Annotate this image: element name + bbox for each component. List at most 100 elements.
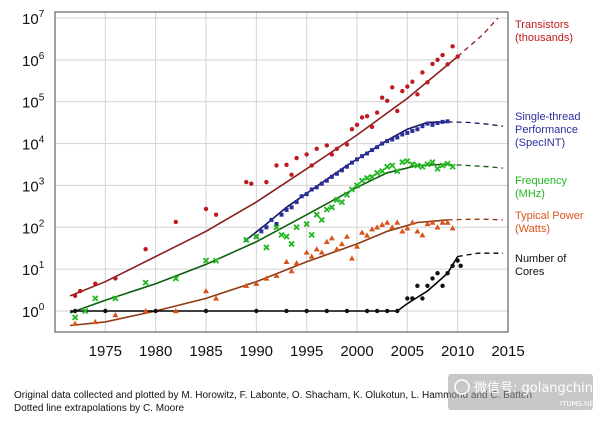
data-point <box>288 268 295 274</box>
data-point <box>333 196 341 204</box>
series-labels: Transistors(thousands) Single-threadPerfo… <box>515 19 584 278</box>
data-point <box>429 219 436 225</box>
data-point <box>349 160 354 165</box>
data-point <box>279 212 284 217</box>
data-point <box>113 276 118 281</box>
series-label: (SpecINT) <box>515 137 565 149</box>
data-point <box>243 236 250 244</box>
data-point <box>455 54 460 59</box>
data-point <box>363 174 371 182</box>
data-point <box>299 194 304 199</box>
data-point <box>359 229 366 235</box>
data-point <box>284 162 289 168</box>
x-tick-label: 2010 <box>441 343 474 360</box>
data-point <box>273 272 280 278</box>
extrapolation-line <box>447 218 504 221</box>
data-point <box>72 308 78 314</box>
data-point <box>324 143 329 148</box>
data-point <box>309 187 314 192</box>
data-point <box>444 219 451 225</box>
data-point <box>384 219 391 225</box>
data-point <box>375 145 380 150</box>
data-point <box>374 110 380 115</box>
data-point <box>355 157 359 162</box>
data-point <box>269 217 274 222</box>
data-point <box>380 141 385 146</box>
footnote-line-2: Dotted line extrapolations by C. Moore <box>14 403 185 414</box>
data-point <box>308 253 315 259</box>
data-point <box>213 212 219 217</box>
data-point <box>203 206 209 212</box>
data-point <box>343 191 351 198</box>
data-point <box>429 159 436 166</box>
extrapolation-line <box>447 121 504 127</box>
data-point <box>395 135 400 140</box>
data-point <box>334 146 340 152</box>
data-point <box>395 108 400 114</box>
data-point <box>112 295 119 302</box>
series-label: Typical Power <box>515 210 584 222</box>
data-point <box>435 57 440 63</box>
data-point <box>419 163 426 170</box>
data-point <box>405 84 410 89</box>
data-point <box>358 177 366 184</box>
series-label: (MHz) <box>515 188 545 200</box>
data-point <box>244 179 249 185</box>
data-point <box>404 225 411 231</box>
data-point <box>379 95 385 100</box>
data-point <box>303 249 310 255</box>
data-point <box>253 280 260 286</box>
trend-line <box>70 256 459 312</box>
trend-lines <box>69 17 504 327</box>
data-point <box>389 224 396 230</box>
data-point <box>323 206 330 213</box>
trend-line <box>69 163 448 314</box>
data-point <box>439 219 446 225</box>
data-point <box>284 308 289 314</box>
data-point <box>390 137 395 142</box>
data-point <box>449 225 456 231</box>
data-point <box>430 61 435 67</box>
data-point <box>314 146 319 152</box>
data-point <box>264 179 269 185</box>
data-point <box>329 152 335 157</box>
y-tick-label: 106 <box>22 51 45 70</box>
data-point <box>203 288 209 294</box>
data-point <box>353 182 361 189</box>
data-point <box>410 296 415 301</box>
x-tick-label: 2005 <box>391 343 424 360</box>
data-point <box>329 174 334 179</box>
data-point <box>440 283 445 288</box>
data-point <box>458 263 463 269</box>
y-tick-label: 100 <box>22 302 45 321</box>
data-point <box>445 62 450 67</box>
plot-frame <box>54 11 509 333</box>
data-point <box>278 231 285 238</box>
data-point <box>369 226 376 232</box>
data-point <box>77 288 83 294</box>
data-point <box>425 80 430 85</box>
data-point <box>313 211 320 218</box>
data-point <box>142 308 149 314</box>
data-point <box>142 279 149 286</box>
data-point <box>349 127 355 132</box>
y-tick-label: 103 <box>22 176 45 195</box>
watermark-text: 微信号: golangchina <box>474 381 601 396</box>
data-point <box>374 308 380 314</box>
data-point <box>400 88 405 94</box>
data-point <box>308 231 315 238</box>
data-point <box>425 121 430 126</box>
x-tick-label: 1980 <box>139 343 172 360</box>
data-point <box>289 205 294 210</box>
extrapolation-line <box>457 252 503 258</box>
data-point <box>450 263 455 269</box>
data-point <box>420 70 425 75</box>
data-point <box>435 121 440 126</box>
data-point <box>348 255 355 261</box>
data-point <box>405 296 410 301</box>
data-point <box>424 161 431 168</box>
data-point <box>283 258 290 264</box>
data-point <box>339 168 344 173</box>
data-point <box>153 308 158 314</box>
data-point <box>379 167 386 175</box>
